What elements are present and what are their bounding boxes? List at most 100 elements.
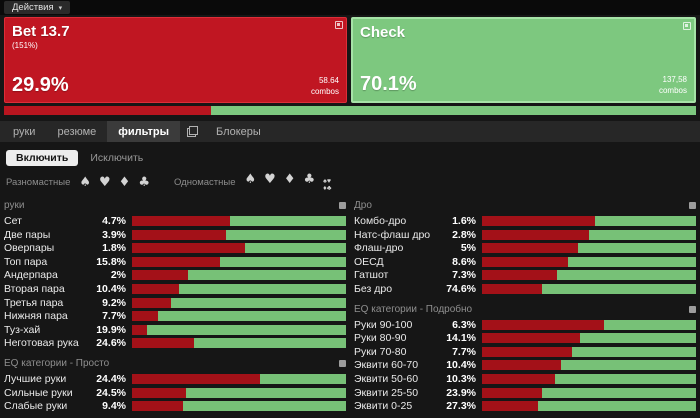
category-row[interactable]: Андерпара 2% [4, 269, 346, 283]
diamond-suit-icon[interactable]: ♦ [118, 175, 131, 191]
bet-action-panel[interactable]: Bet 13.7 (151%) 29.9% 58.64 combos [4, 17, 347, 103]
bet-segment [482, 270, 557, 281]
category-row[interactable]: Комбо-дро 1.6% [354, 214, 696, 228]
category-strategy-bar [482, 270, 696, 281]
expand-icon[interactable] [683, 22, 691, 30]
category-row[interactable]: Туз-хай 19.9% [4, 323, 346, 337]
actions-dropdown-label: Действия [12, 2, 54, 13]
club-suit-icon[interactable]: ♣ [303, 172, 316, 187]
tab-bar: руки резюме фильтры Блокеры [0, 121, 700, 142]
section-select-icon[interactable] [689, 202, 696, 210]
bet-segment [4, 106, 211, 115]
action-panels: Bet 13.7 (151%) 29.9% 58.64 combos Check… [0, 15, 700, 103]
category-row[interactable]: Нижняя пара 7.7% [4, 309, 346, 323]
check-segment [561, 360, 696, 371]
combos-value: 137,58 [662, 75, 687, 85]
category-label: Андерпара [4, 269, 58, 282]
category-columns: руки Сет 4.7% Две пары 3.9% Оверпары 1.8% Топ п… [0, 198, 700, 418]
category-row[interactable]: Без дро 74.6% [354, 282, 696, 296]
filter-mode-row: Включить Исключить [0, 142, 700, 169]
category-row[interactable]: Лучшие руки 24.4% [4, 372, 346, 386]
check-action-panel[interactable]: Check 70.1% 137,58 combos [351, 17, 696, 103]
category-percent: 2.8% [452, 228, 476, 241]
check-segment [245, 243, 346, 254]
category-row[interactable]: Слабые руки 9.4% [4, 399, 346, 413]
check-segment [537, 401, 696, 412]
tab-hands[interactable]: руки [13, 125, 36, 138]
tab-blockers[interactable]: Блокеры [215, 125, 261, 138]
category-strategy-bar [132, 338, 346, 349]
section-select-icon[interactable] [689, 305, 696, 313]
diamond-suit-icon[interactable]: ♦ [283, 172, 296, 187]
category-row[interactable]: Флаш-дро 5% [354, 241, 696, 255]
section-select-icon[interactable] [339, 360, 346, 368]
category-label: Без дро [354, 283, 393, 296]
category-strategy-bar [132, 401, 346, 412]
heart-suit-icon[interactable]: ♥ [264, 172, 276, 187]
category-row[interactable]: Эквити 25-50 23.9% [354, 386, 696, 400]
tab-filters[interactable]: фильтры [107, 121, 180, 142]
category-label: Флаш-дро [354, 242, 404, 255]
category-row[interactable]: Руки 70-80 7.7% [354, 345, 696, 359]
left-column: руки Сет 4.7% Две пары 3.9% Оверпары 1.8% Топ п… [4, 199, 346, 418]
category-label: Эквити 25-50 [354, 386, 419, 399]
bet-segment [132, 387, 186, 398]
section-header: EQ категории - Просто [4, 357, 346, 370]
category-row[interactable]: Топ пара 15.8% [4, 255, 346, 269]
check-segment [210, 106, 696, 115]
heart-suit-icon[interactable]: ♥ [99, 175, 111, 191]
category-strategy-bar [132, 324, 346, 335]
check-segment [146, 324, 346, 335]
spade-suit-icon[interactable]: ♠ [79, 175, 92, 191]
category-strategy-bar [482, 229, 696, 240]
category-row[interactable]: Руки 80-90 14.1% [354, 331, 696, 345]
category-percent: 5% [460, 242, 476, 255]
category-row[interactable]: Гатшот 7.3% [354, 269, 696, 283]
category-percent: 7.7% [452, 345, 476, 358]
category-percent: 24.5% [96, 386, 126, 399]
check-segment [578, 243, 696, 254]
bet-segment [482, 256, 568, 267]
category-row[interactable]: Сильные руки 24.5% [4, 386, 346, 400]
category-label: Сильные руки [4, 386, 73, 399]
category-row[interactable]: Эквити 60-70 10.4% [354, 359, 696, 373]
check-segment [219, 256, 346, 267]
category-row[interactable]: Эквити 50-60 10.3% [354, 372, 696, 386]
category-label: Сет [4, 215, 22, 228]
category-row[interactable]: Третья пара 9.2% [4, 296, 346, 310]
bet-segment [482, 284, 542, 295]
copy-filters-icon[interactable] [186, 126, 198, 137]
actions-dropdown-button[interactable]: Действия ▾ [4, 1, 71, 14]
category-row[interactable]: Оверпары 1.8% [4, 241, 346, 255]
category-strategy-bar [482, 284, 696, 295]
category-row[interactable]: Неготовая рука 24.6% [4, 337, 346, 351]
all-suits-icon[interactable]: ♠ ♥ ♦ ♣ [323, 178, 331, 192]
section-title: EQ категории - Просто [4, 358, 110, 370]
bet-segment [482, 319, 604, 330]
include-button[interactable]: Включить [6, 150, 79, 166]
check-segment [595, 216, 696, 227]
category-row[interactable]: Вторая пара 10.4% [4, 282, 346, 296]
right-column: Дро Комбо-дро 1.6% Натс-флаш дро 2.8% Флаш-др… [354, 199, 696, 418]
section-select-icon[interactable] [339, 202, 346, 210]
category-row[interactable]: Две пары 3.9% [4, 228, 346, 242]
spade-suit-icon[interactable]: ♠ [244, 172, 257, 187]
check-segment [541, 387, 696, 398]
category-row[interactable]: Руки 90-100 6.3% [354, 318, 696, 332]
category-row[interactable]: Натс-флаш дро 2.8% [354, 228, 696, 242]
category-row[interactable]: Сет 4.7% [4, 214, 346, 228]
exclude-button[interactable]: Исключить [90, 152, 144, 164]
category-section: EQ категории - Подробно Руки 90-100 6.3% Ру… [354, 303, 696, 413]
category-percent: 9.4% [102, 400, 126, 413]
category-row[interactable]: ОЕСД 8.6% [354, 255, 696, 269]
category-strategy-bar [132, 297, 346, 308]
bet-segment [132, 311, 158, 322]
check-segment [580, 333, 696, 344]
check-segment [194, 338, 346, 349]
expand-icon[interactable] [335, 21, 343, 29]
category-percent: 74.6% [446, 283, 476, 296]
tab-summary[interactable]: резюме [57, 125, 97, 138]
category-label: Комбо-дро [354, 215, 407, 228]
category-row[interactable]: Эквити 0-25 27.3% [354, 399, 696, 413]
club-suit-icon[interactable]: ♣ [138, 175, 150, 191]
